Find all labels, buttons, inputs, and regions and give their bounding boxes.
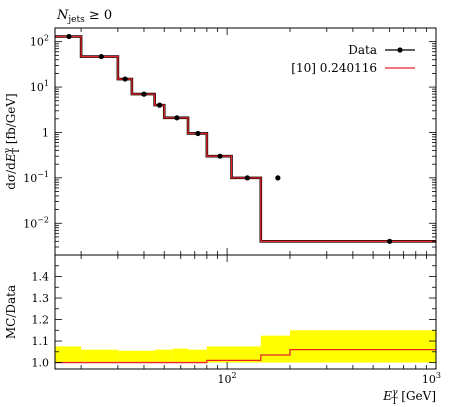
ratio-band-bin bbox=[206, 346, 261, 363]
ratio-y-tick-label: 1.1 bbox=[32, 335, 50, 348]
x-axis-label: Eγ T [GeV] bbox=[382, 388, 436, 407]
y-tick-label: 102 bbox=[30, 34, 49, 49]
ratio-band-bin bbox=[154, 349, 173, 363]
mc-histogram-layer bbox=[55, 35, 436, 243]
chart-title: Njets ≥ 0 bbox=[56, 8, 112, 25]
ratio-panel-frame bbox=[54, 254, 437, 370]
data-point bbox=[244, 175, 250, 181]
legend: Data [10] 0.240116 bbox=[291, 43, 415, 75]
y-tick-label: 101 bbox=[30, 79, 49, 94]
x-tick-label: 102 bbox=[218, 371, 237, 386]
ratio-band-bin bbox=[172, 348, 189, 363]
data-point bbox=[141, 91, 147, 97]
main-axes-frame bbox=[54, 27, 437, 370]
data-point bbox=[195, 130, 201, 137]
legend-mc-label: [10] 0.240116 bbox=[291, 61, 377, 75]
data-point bbox=[122, 76, 128, 82]
ratio-y-tick-label: 1.4 bbox=[32, 271, 50, 284]
mc-histogram bbox=[55, 35, 436, 242]
ticks-layer bbox=[55, 27, 437, 369]
ratio-band-layer bbox=[55, 330, 436, 363]
ratio-band-bin bbox=[260, 335, 290, 363]
ratio-band-bin bbox=[81, 349, 118, 363]
data-point bbox=[174, 115, 180, 121]
data-point bbox=[217, 153, 223, 159]
y-tick-label: 1 bbox=[42, 126, 49, 139]
data-point bbox=[275, 175, 281, 181]
ratio-band-bin bbox=[188, 349, 207, 363]
legend-data-label: Data bbox=[348, 43, 377, 57]
y-tick-label: 10−1 bbox=[23, 170, 49, 185]
mc-histogram-shadow bbox=[55, 35, 436, 243]
data-point bbox=[156, 102, 163, 108]
ratio-line bbox=[55, 348, 436, 364]
main-panel-frame bbox=[54, 27, 437, 256]
ratio-band-bin bbox=[55, 346, 82, 363]
ratio-y-tick-label: 1.0 bbox=[32, 357, 50, 370]
ratio-y-axis-label: MC/Data bbox=[4, 285, 18, 339]
ratio-y-tick-label: 1.3 bbox=[32, 292, 50, 305]
labels-layer: 102 103 10−2 10−1 1 101 102 1.0 1.1 1.2 1.3 1.4 Njet… bbox=[3, 8, 441, 407]
ratio-band-bin bbox=[289, 330, 436, 363]
y-axis-label: dσ/dEγT [fb/GeV] bbox=[3, 93, 22, 189]
data-point bbox=[98, 53, 104, 60]
ratio-y-tick-label: 1.2 bbox=[32, 314, 50, 327]
y-tick-label: 10−2 bbox=[23, 215, 49, 230]
legend-data-marker bbox=[397, 47, 403, 53]
data-point bbox=[387, 238, 393, 244]
ratio-line-layer bbox=[55, 348, 436, 364]
ratio-band-bin bbox=[117, 350, 155, 363]
data-points-layer bbox=[66, 33, 393, 244]
data-point bbox=[66, 33, 72, 40]
x-tick-label: 103 bbox=[422, 371, 441, 386]
